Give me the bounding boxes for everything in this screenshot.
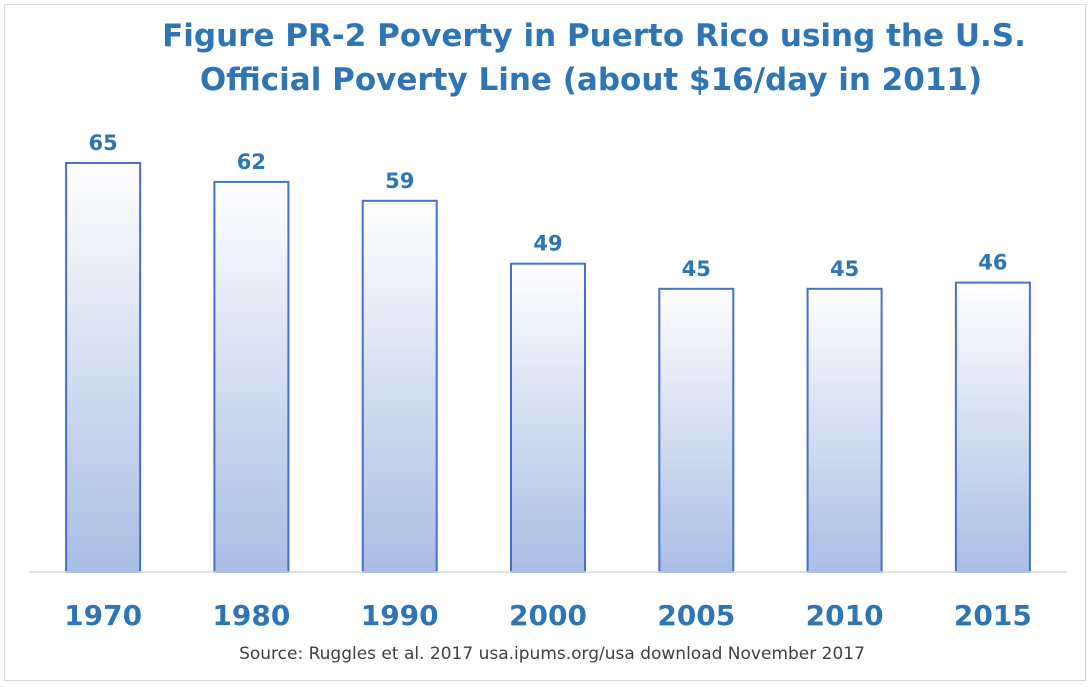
- chart-title-line-1: Figure PR-2 Poverty in Puerto Rico using…: [162, 18, 1026, 54]
- bar-2000: [510, 262, 586, 573]
- category-label-2010: 2010: [806, 599, 884, 632]
- bar-1980: [213, 180, 290, 573]
- value-labels-layer: 65 62 59 49 45 45 46: [88, 131, 1007, 281]
- bar-1970: [65, 162, 142, 573]
- chart-title-line-2: Official Poverty Line (about $16/day in …: [199, 62, 983, 98]
- source-note: Source: Ruggles et al. 2017 usa.ipums.or…: [239, 644, 865, 664]
- chart-title: Figure PR-2 Poverty in Puerto Rico using…: [0, 14, 1092, 102]
- value-label-2005: 45: [682, 257, 711, 281]
- category-label-2005: 2005: [657, 599, 735, 632]
- value-label-1970: 65: [88, 131, 117, 155]
- category-label-2015: 2015: [954, 599, 1032, 632]
- value-label-2010: 45: [830, 257, 859, 281]
- category-label-1990: 1990: [361, 599, 439, 632]
- value-label-1990: 59: [385, 169, 414, 193]
- bar-2015: [954, 281, 1031, 573]
- category-labels-layer: 1970 1980 1990 2000 2005 2010 2015: [64, 599, 1032, 632]
- bar-2010: [806, 287, 883, 573]
- category-label-2000: 2000: [509, 599, 587, 632]
- value-label-1980: 62: [237, 150, 266, 174]
- bar-2005: [658, 287, 735, 573]
- category-label-1970: 1970: [64, 599, 142, 632]
- category-label-1980: 1980: [212, 599, 290, 632]
- bars-layer: [65, 162, 1031, 574]
- bar-1990: [361, 199, 438, 574]
- value-label-2000: 49: [533, 232, 562, 256]
- value-label-2015: 46: [978, 251, 1007, 275]
